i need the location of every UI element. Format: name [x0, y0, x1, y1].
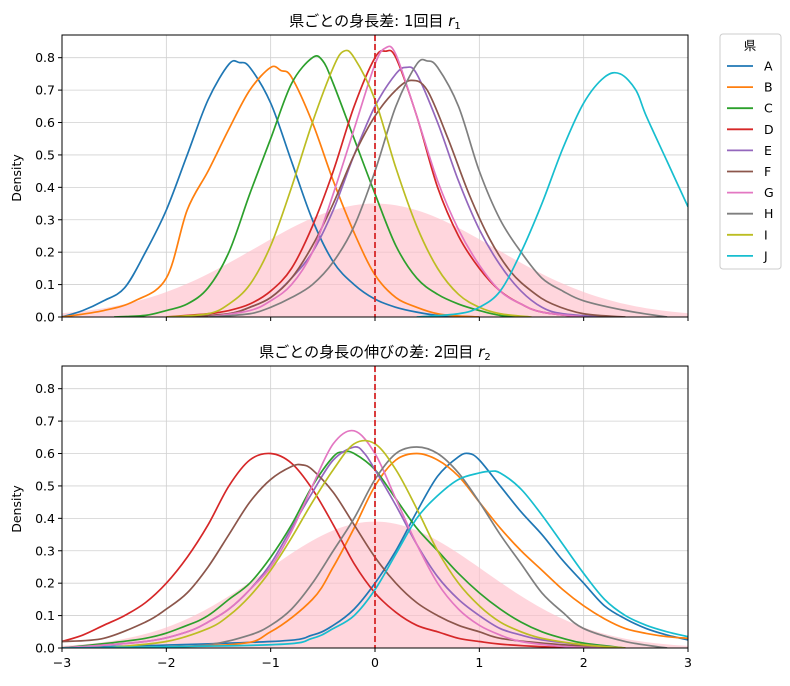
- legend-item-F: F: [727, 164, 771, 179]
- series-line-A: [62, 452, 688, 648]
- y-tick-label: 0.8: [35, 381, 55, 396]
- bottom-panel-title: 県ごとの身長の伸びの差: 2回目 r2: [259, 343, 491, 363]
- y-tick-label: 0.0: [35, 310, 55, 325]
- series-line-F: [187, 79, 626, 317]
- legend-item-H: H: [727, 206, 773, 221]
- legend-item-E: E: [727, 143, 772, 158]
- y-tick-label: 0.6: [35, 446, 55, 461]
- legend-label: H: [764, 206, 773, 221]
- legend-item-B: B: [727, 80, 773, 95]
- y-tick-label: 0.8: [35, 50, 55, 65]
- legend-item-C: C: [727, 101, 773, 116]
- top-panel-ylabel: Density: [9, 154, 24, 202]
- legend-title: 県: [744, 38, 757, 53]
- y-tick-label: 0.2: [35, 576, 55, 591]
- legend-item-J: J: [727, 248, 768, 263]
- series-line-B: [62, 65, 480, 317]
- legend-item-D: D: [727, 122, 774, 137]
- x-tick-label: 3: [684, 655, 692, 670]
- series-line-J: [62, 470, 688, 648]
- series-line-G: [62, 429, 605, 648]
- y-tick-label: 0.5: [35, 147, 55, 162]
- series-line-J: [416, 71, 688, 317]
- bottom-panel-ylabel: Density: [9, 485, 24, 533]
- y-tick-label: 0.2: [35, 245, 55, 260]
- series-line-B: [62, 452, 688, 648]
- legend-label: D: [764, 122, 774, 137]
- series-line-A: [62, 59, 480, 317]
- series-line-F: [62, 463, 626, 648]
- bottom-panel: 県ごとの身長の伸びの差: 2回目 r2 Density −3 −2 −1 0 1 2 3 0.…: [9, 343, 692, 670]
- series-line-H: [145, 446, 668, 648]
- legend-frame: [719, 33, 782, 270]
- y-tick-label: 0.7: [35, 414, 55, 429]
- y-tick-label: 0.6: [35, 115, 55, 130]
- y-tick-label: 0.0: [35, 641, 55, 656]
- y-tick-label: 0.5: [35, 478, 55, 493]
- legend-label: F: [764, 164, 771, 179]
- y-tick-label: 0.1: [35, 608, 55, 623]
- legend-item-A: A: [727, 59, 773, 74]
- y-tick-label: 0.4: [35, 511, 55, 526]
- y-tick-label: 0.4: [35, 180, 55, 195]
- legend-item-I: I: [727, 227, 768, 242]
- y-tick-label: 0.3: [35, 543, 55, 558]
- series-line-H: [208, 58, 668, 317]
- legend-label: J: [763, 248, 768, 263]
- legend-label: E: [764, 143, 772, 158]
- series-line-D: [62, 452, 584, 648]
- y-tick-label: 0.1: [35, 277, 55, 292]
- x-tick-label: 0: [371, 655, 379, 670]
- x-tick-label: −1: [261, 655, 279, 670]
- y-tick-label: 0.3: [35, 212, 55, 227]
- legend-label: I: [764, 227, 768, 242]
- series-line-C: [114, 55, 522, 317]
- y-tick-label: 0.7: [35, 83, 55, 98]
- legend-label: A: [764, 59, 773, 74]
- legend-label: B: [764, 80, 773, 95]
- x-tick-label: 2: [580, 655, 588, 670]
- x-tick-label: 1: [475, 655, 483, 670]
- series-line-I: [166, 49, 532, 317]
- x-tick-label: −3: [53, 655, 71, 670]
- top-panel: 県ごとの身長差: 1回目 r1 Density 0.0 0.1 0.2 0.3 0.4 0…: [9, 12, 689, 325]
- legend-label: G: [764, 185, 774, 200]
- top-panel-title: 県ごとの身長差: 1回目 r1: [289, 12, 461, 32]
- series-line-C: [62, 450, 626, 648]
- x-tick-label: −2: [157, 655, 175, 670]
- legend-label: C: [764, 101, 773, 116]
- legend-item-G: G: [727, 185, 774, 200]
